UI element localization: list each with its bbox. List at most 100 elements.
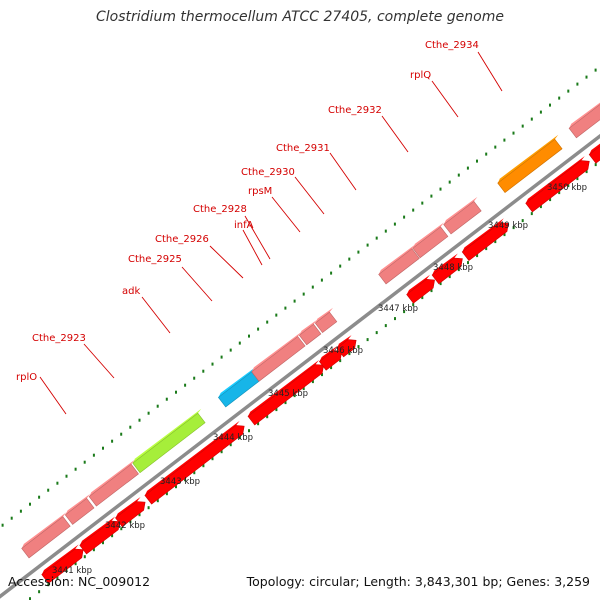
tick-mark — [503, 138, 506, 142]
forward-strand-gene — [64, 493, 95, 525]
tick-mark — [156, 404, 159, 408]
tick-mark — [147, 411, 150, 415]
forward-strand-gene — [298, 319, 322, 346]
tick-mark — [339, 264, 342, 268]
tick-mark — [229, 348, 232, 352]
tick-mark — [403, 310, 406, 314]
tick-mark — [257, 422, 260, 426]
tick-mark — [430, 289, 433, 293]
gene-features — [21, 102, 600, 584]
gene-label: Cthe_2928 — [193, 204, 247, 215]
tick-mark — [366, 243, 369, 247]
tick-mark — [65, 569, 68, 573]
tick-mark — [38, 590, 41, 594]
tick-mark — [202, 369, 205, 373]
tick-mark — [29, 502, 31, 506]
scale-label: 3443 kbp — [160, 477, 200, 487]
reverse-strand-gene — [431, 253, 463, 285]
tick-mark — [530, 117, 533, 121]
tick-mark — [421, 201, 424, 205]
tick-mark — [275, 408, 278, 412]
gene-label: Cthe_2926 — [155, 234, 209, 245]
tick-mark — [494, 240, 497, 244]
tick-mark — [348, 257, 351, 261]
tick-mark — [220, 450, 223, 454]
tick-mark — [476, 254, 479, 258]
tick-mark — [394, 317, 396, 321]
tick-mark — [339, 359, 342, 363]
forward-strand-gene — [88, 459, 139, 507]
tick-mark — [412, 208, 415, 212]
tick-mark — [558, 191, 561, 195]
tick-mark — [311, 285, 314, 289]
tick-mark — [266, 415, 269, 419]
tick-mark — [439, 187, 442, 191]
forward-strand-gene — [497, 134, 563, 194]
tick-mark — [284, 401, 287, 405]
tick-mark — [512, 226, 515, 230]
tick-mark — [175, 485, 177, 489]
tick-mark — [156, 499, 159, 503]
tick-mark — [184, 383, 187, 387]
tick-mark — [65, 474, 68, 478]
gene-label: Cthe_2930 — [241, 167, 295, 178]
scale-label: 3446 kbp — [323, 346, 363, 356]
tick-mark — [92, 453, 95, 457]
tick-mark — [567, 184, 570, 188]
tick-mark — [467, 261, 469, 265]
callout-line — [209, 245, 244, 279]
tick-mark — [594, 68, 597, 72]
tick-mark — [403, 215, 406, 219]
tick-mark — [302, 292, 305, 296]
tick-mark — [56, 481, 59, 485]
tick-mark — [466, 166, 469, 170]
callout-line — [39, 376, 67, 415]
reverse-strand-gene — [247, 360, 324, 426]
tick-mark — [293, 299, 296, 303]
reverse-strand-gene — [115, 497, 146, 528]
tick-mark — [138, 418, 141, 422]
gene-label: rpsM — [248, 186, 272, 197]
tick-mark — [211, 457, 214, 461]
tick-mark — [393, 222, 396, 226]
tick-mark — [457, 173, 460, 177]
reverse-strand-gene — [336, 335, 357, 358]
backbone-line — [0, 133, 600, 599]
tick-mark — [503, 233, 506, 237]
forward-strand-gene — [443, 196, 482, 235]
reverse-strand-gene — [525, 156, 590, 213]
tick-mark — [120, 527, 123, 531]
gene-label: Cthe_2923 — [32, 333, 86, 344]
tick-mark — [102, 446, 104, 450]
tick-mark — [83, 555, 86, 559]
tick-mark — [530, 212, 533, 216]
tick-mark — [47, 583, 50, 587]
tick-mark — [539, 205, 542, 209]
tick-mark — [521, 124, 524, 128]
forward-strand-gene — [21, 512, 71, 559]
forward-strand-gene — [251, 332, 306, 382]
tick-mark — [594, 163, 597, 167]
tick-mark — [485, 247, 488, 251]
gene-label: Cthe_2934 — [425, 40, 479, 51]
tick-mark — [448, 275, 451, 279]
callout-line — [381, 115, 409, 153]
tick-mark — [165, 492, 168, 496]
tick-mark — [111, 439, 114, 443]
tick-mark — [366, 338, 369, 342]
reverse-strand-gene — [588, 143, 600, 164]
forward-strand-gene — [314, 307, 338, 334]
gene-label: rplQ — [410, 70, 431, 81]
tick-mark — [576, 82, 579, 86]
tick-mark — [92, 548, 95, 552]
scale-labels: 3441 kbp 3442 kbp 3443 kbp 3444 kbp 3445 kbp… — [52, 183, 587, 576]
tick-mark — [512, 131, 515, 135]
tick-mark — [220, 355, 223, 359]
tick-mark — [19, 509, 22, 513]
tick-mark — [430, 194, 433, 198]
tick-mark — [175, 390, 177, 394]
backbone — [0, 133, 600, 599]
tick-mark — [74, 562, 77, 566]
tick-mark — [184, 478, 187, 482]
gene-label: Cthe_2931 — [276, 143, 330, 154]
